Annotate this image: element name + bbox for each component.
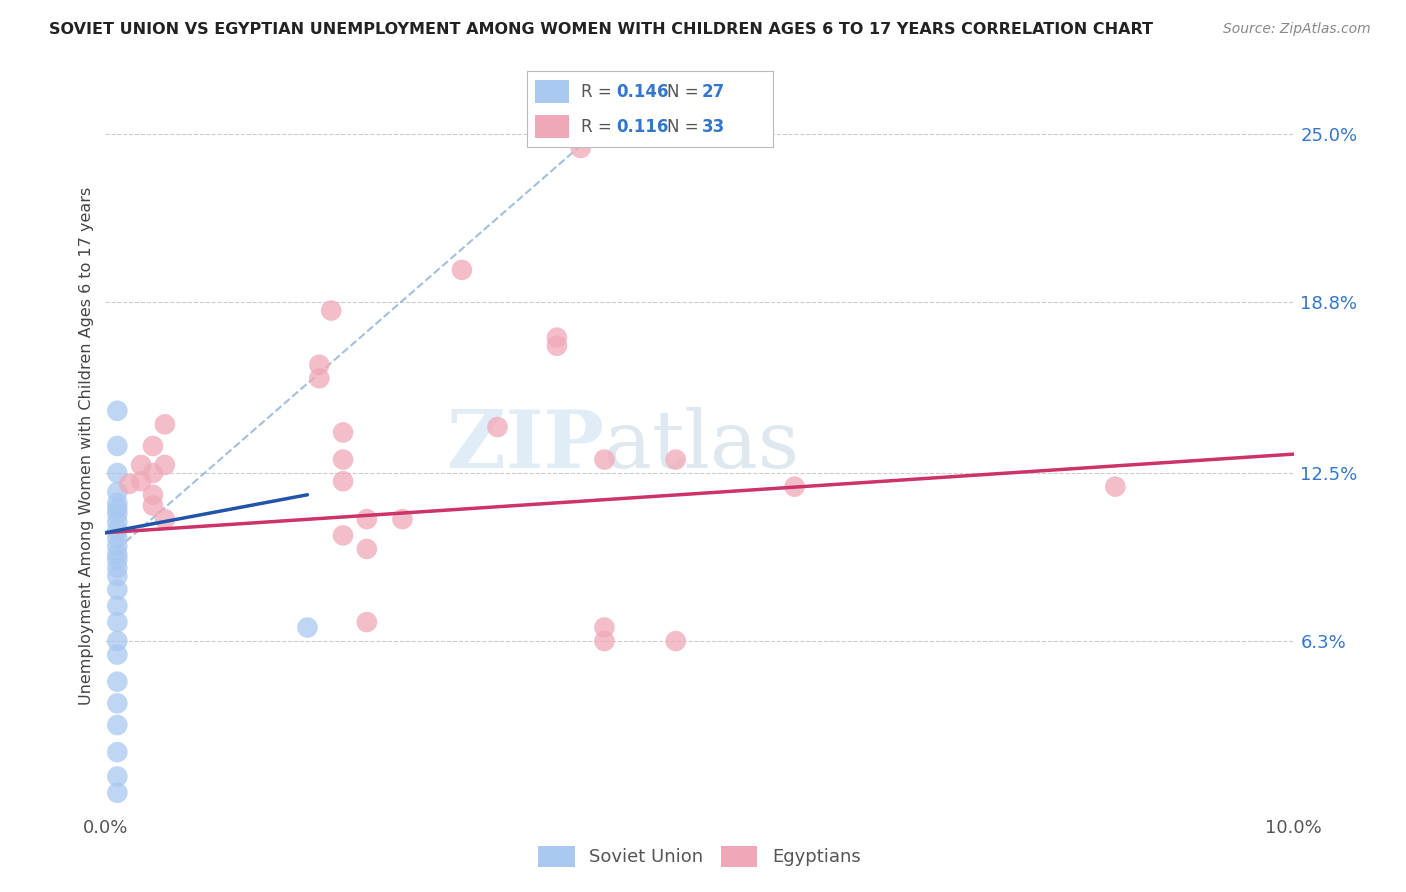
- Text: R =: R =: [582, 83, 617, 101]
- Text: atlas: atlas: [605, 407, 800, 485]
- Text: 0.116: 0.116: [616, 118, 668, 136]
- Point: [105, 515, 128, 529]
- Text: N =: N =: [668, 83, 704, 101]
- Point: [105, 539, 128, 553]
- FancyBboxPatch shape: [534, 115, 569, 138]
- Point: [118, 477, 141, 491]
- Point: [105, 531, 128, 545]
- Point: [450, 263, 472, 277]
- Point: [142, 499, 165, 513]
- Point: [105, 507, 128, 521]
- Point: [356, 541, 378, 556]
- Point: [546, 339, 568, 353]
- Point: [142, 466, 165, 480]
- Point: [129, 458, 152, 472]
- Point: [105, 547, 128, 561]
- Text: 27: 27: [702, 83, 725, 101]
- Point: [308, 358, 330, 372]
- Point: [105, 634, 128, 648]
- Y-axis label: Unemployment Among Women with Children Ages 6 to 17 years: Unemployment Among Women with Children A…: [79, 187, 94, 705]
- Point: [105, 648, 128, 662]
- Point: [105, 561, 128, 575]
- Point: [142, 439, 165, 453]
- Point: [546, 331, 568, 345]
- Point: [105, 439, 128, 453]
- Point: [105, 553, 128, 567]
- Point: [332, 474, 354, 488]
- Text: ZIP: ZIP: [447, 407, 605, 485]
- Point: [105, 697, 128, 711]
- Point: [665, 452, 688, 467]
- Point: [297, 620, 319, 634]
- Text: Source: ZipAtlas.com: Source: ZipAtlas.com: [1223, 22, 1371, 37]
- Point: [593, 620, 616, 634]
- Point: [105, 582, 128, 597]
- FancyBboxPatch shape: [534, 80, 569, 103]
- Point: [153, 417, 176, 432]
- Point: [356, 615, 378, 629]
- Point: [486, 420, 509, 434]
- Text: 0.146: 0.146: [616, 83, 668, 101]
- Point: [665, 634, 688, 648]
- Text: SOVIET UNION VS EGYPTIAN UNEMPLOYMENT AMONG WOMEN WITH CHILDREN AGES 6 TO 17 YEA: SOVIET UNION VS EGYPTIAN UNEMPLOYMENT AM…: [49, 22, 1153, 37]
- Point: [153, 512, 176, 526]
- Point: [105, 569, 128, 583]
- Point: [308, 371, 330, 385]
- Point: [105, 770, 128, 784]
- Point: [356, 512, 378, 526]
- Point: [1104, 480, 1126, 494]
- Point: [321, 303, 343, 318]
- Point: [783, 480, 806, 494]
- Text: N =: N =: [668, 118, 704, 136]
- Point: [105, 599, 128, 613]
- Point: [105, 718, 128, 732]
- Point: [569, 141, 592, 155]
- Point: [332, 452, 354, 467]
- Point: [105, 404, 128, 418]
- Point: [105, 485, 128, 500]
- Point: [129, 474, 152, 488]
- Text: R =: R =: [582, 118, 617, 136]
- Point: [142, 488, 165, 502]
- Point: [332, 425, 354, 440]
- Point: [105, 786, 128, 800]
- Text: 33: 33: [702, 118, 725, 136]
- Point: [105, 615, 128, 629]
- Point: [105, 496, 128, 510]
- Point: [105, 674, 128, 689]
- Point: [332, 528, 354, 542]
- Point: [593, 452, 616, 467]
- Point: [153, 458, 176, 472]
- Point: [105, 745, 128, 759]
- Legend: Soviet Union, Egyptians: Soviet Union, Egyptians: [530, 837, 869, 876]
- Point: [593, 634, 616, 648]
- Point: [105, 523, 128, 537]
- Point: [391, 512, 413, 526]
- Point: [105, 501, 128, 516]
- Point: [105, 466, 128, 480]
